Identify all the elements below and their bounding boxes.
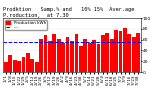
Bar bbox=[39, 38, 43, 72]
Bar bbox=[13, 60, 16, 72]
Bar bbox=[66, 37, 69, 72]
Bar bbox=[48, 41, 52, 72]
Bar bbox=[97, 44, 100, 72]
Bar bbox=[61, 43, 65, 72]
Bar bbox=[92, 40, 96, 72]
Bar bbox=[114, 30, 118, 72]
Bar bbox=[17, 61, 21, 72]
Bar bbox=[70, 41, 74, 72]
Legend: Production kWh, ----: Production kWh, ---- bbox=[5, 20, 47, 30]
Bar bbox=[132, 37, 136, 72]
Bar bbox=[105, 33, 109, 72]
Bar bbox=[123, 28, 127, 72]
Bar bbox=[83, 38, 87, 72]
Bar bbox=[26, 53, 30, 72]
Bar bbox=[57, 38, 61, 72]
Bar bbox=[35, 62, 39, 72]
Bar bbox=[22, 57, 25, 72]
Bar bbox=[8, 55, 12, 72]
Bar bbox=[119, 31, 122, 72]
Bar bbox=[136, 33, 140, 72]
Bar bbox=[52, 34, 56, 72]
Text: Prodktion   Samp.% and   10% 15%  Aver.age P.roduction,  at 7.30: Prodktion Samp.% and 10% 15% Aver.age P.… bbox=[3, 7, 134, 18]
Bar bbox=[44, 35, 47, 72]
Bar bbox=[110, 38, 114, 72]
Bar bbox=[101, 35, 105, 72]
Bar bbox=[88, 43, 92, 72]
Bar bbox=[79, 46, 83, 72]
Bar bbox=[75, 34, 78, 72]
Bar bbox=[30, 59, 34, 72]
Bar bbox=[4, 62, 8, 72]
Bar bbox=[128, 34, 131, 72]
